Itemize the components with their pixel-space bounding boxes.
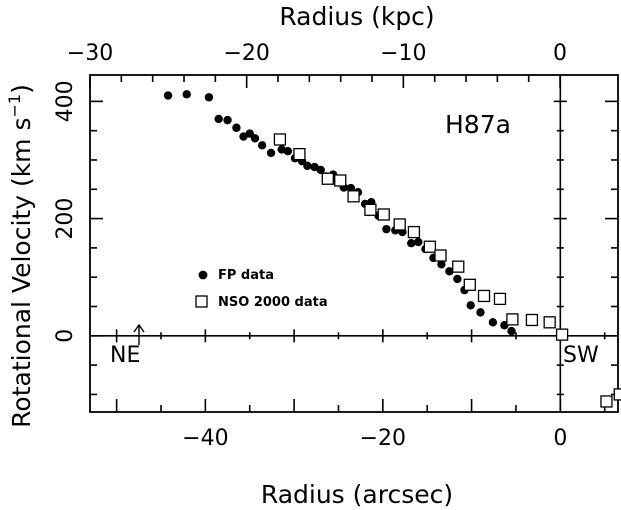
nso-data-point: [613, 388, 621, 401]
fp-data-point: [437, 260, 446, 269]
top-axis-title: Radius (kpc): [279, 2, 434, 31]
x2-tick-label: 0: [553, 41, 567, 66]
fp-data-point: [163, 91, 173, 100]
nso-data-point: [543, 316, 556, 329]
nso-data-point: [434, 249, 447, 262]
x-tick-label: 0: [553, 426, 567, 451]
nso-data-point: [347, 190, 360, 203]
fp-data-point: [476, 308, 485, 317]
y-axis-title-main: Rotational Velocity (km s: [7, 118, 36, 428]
nso-data-point: [273, 133, 287, 146]
fp-data-point: [182, 90, 191, 99]
y-axis-title: Rotational Velocity (km s−1): [5, 84, 36, 428]
panel-label: H87a: [445, 110, 511, 139]
fp-data-point: [445, 267, 454, 276]
nso-data-point: [506, 313, 519, 326]
nso-data-point: [600, 395, 613, 408]
fp-data-point: [488, 318, 498, 327]
plot-frame: [89, 74, 619, 413]
y-tick-label: 0: [53, 329, 78, 343]
nso-data-point: [423, 240, 437, 253]
fp-data-point: [257, 141, 267, 150]
legend-fp-label: FP data: [218, 268, 274, 283]
fp-data-point: [382, 224, 391, 234]
x2-tick-label: −30: [67, 41, 113, 66]
nso-data-point: [334, 174, 347, 187]
nso-data-point: [555, 328, 569, 341]
fp-data-point: [414, 237, 423, 247]
fp-data-point: [232, 123, 241, 132]
fp-data-point: [507, 326, 516, 336]
north-arrow-icon: [133, 323, 145, 345]
fp-data-point: [266, 148, 276, 158]
tick-labels: −40 −20 0 −30 −20 −10 0 0 200 400: [53, 41, 567, 451]
fp-data-point: [223, 115, 232, 125]
x-tick-label: −40: [182, 426, 228, 451]
nso-data-point: [293, 147, 306, 161]
y-tick-label: 200: [53, 198, 78, 240]
x-axis-title: Radius (arcsec): [261, 480, 453, 509]
fp-data-point: [466, 301, 475, 310]
nso-data-point: [393, 218, 406, 231]
plot-border: [89, 74, 619, 413]
nso-data-point: [452, 260, 465, 273]
nso-data-point: [525, 313, 539, 327]
x-tick-label: −20: [360, 426, 406, 451]
fp-data-point: [453, 274, 462, 284]
nso-data-point: [364, 203, 377, 216]
fp-data-point: [283, 146, 293, 156]
y-axis-title-close: ): [7, 84, 36, 94]
fp-data-point: [316, 165, 325, 175]
fp-data-point: [407, 239, 416, 248]
data-points: [163, 90, 621, 408]
fp-data-point: [250, 134, 260, 143]
fp-data-point: [303, 161, 312, 171]
nso-data-point: [377, 208, 390, 221]
axis-ticks: [89, 75, 618, 412]
nso-data-point: [407, 225, 421, 239]
legend-nso-label: NSO 2000 data: [218, 295, 328, 310]
nso-data-point: [493, 292, 507, 306]
x2-tick-label: −10: [380, 41, 426, 66]
sw-annotation: SW: [563, 343, 599, 368]
y-tick-label: 400: [53, 80, 78, 122]
ne-annotation: NE: [110, 343, 140, 368]
fp-data-point: [204, 93, 214, 102]
legend-nso-marker: [195, 295, 208, 308]
nso-data-point: [477, 289, 491, 303]
fp-data-point: [214, 114, 223, 124]
y-axis-title-exponent: −1: [5, 94, 24, 118]
x2-tick-label: −20: [223, 41, 269, 66]
legend-fp-marker: [198, 270, 208, 280]
nso-data-point: [463, 278, 476, 291]
legend: FP data NSO 2000 data: [195, 268, 328, 310]
nso-data-point: [321, 172, 334, 185]
